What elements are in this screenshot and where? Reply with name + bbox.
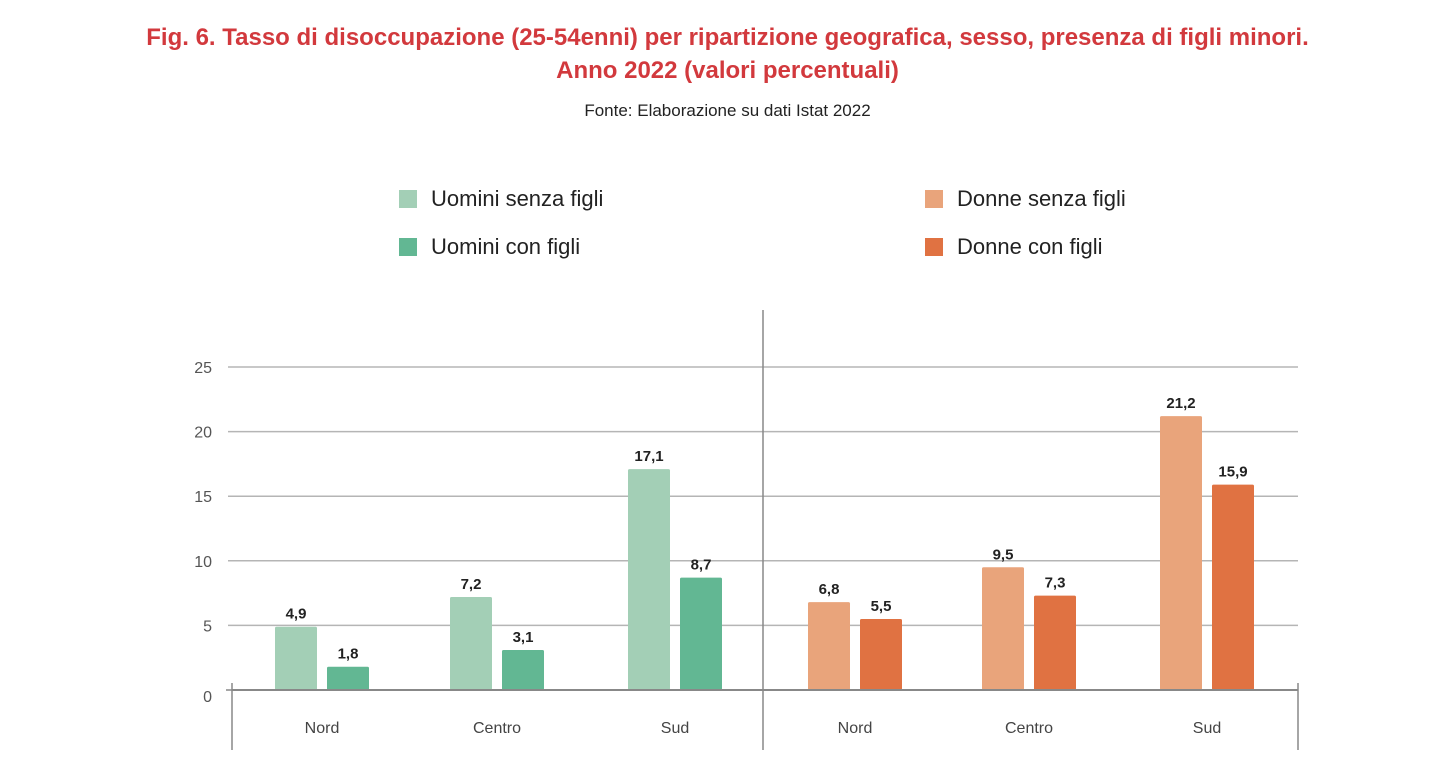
bar	[450, 596, 492, 690]
legend-label: Uomini senza figli	[431, 186, 604, 211]
bar	[982, 567, 1024, 690]
data-label: 7,3	[1045, 575, 1066, 592]
legend-item-donne-senza-figli: Donne senza figli	[925, 186, 1126, 212]
x-category-label: Nord	[305, 720, 340, 737]
data-label: 6,8	[819, 581, 840, 598]
data-label: 5,5	[871, 598, 892, 615]
bar	[808, 602, 850, 690]
chart-title: Fig. 6. Tasso di disoccupazione (25-54en…	[146, 24, 1309, 51]
legend-label: Donne senza figli	[957, 186, 1126, 211]
legend-label: Donne con figli	[957, 234, 1103, 259]
legend-swatch	[399, 190, 417, 208]
bar	[860, 618, 902, 690]
data-label: 21,2	[1166, 395, 1195, 412]
bar	[1034, 595, 1076, 690]
chart-source: Fonte: Elaborazione su dati Istat 2022	[584, 101, 871, 120]
data-label: 1,8	[338, 646, 359, 663]
legend-swatch	[925, 190, 943, 208]
y-tick-label: 15	[194, 489, 212, 506]
data-label: 8,7	[691, 557, 712, 574]
legend-item-uomini-senza-figli: Uomini senza figli	[399, 186, 603, 212]
data-label: 4,9	[286, 606, 307, 623]
bar	[502, 649, 544, 690]
y-tick-label: 10	[194, 554, 212, 571]
chart-subtitle: Anno 2022 (valori percentuali)	[556, 57, 899, 84]
bar	[1160, 416, 1202, 690]
data-label: 17,1	[634, 448, 663, 465]
bar	[628, 469, 670, 690]
data-label: 3,1	[513, 629, 534, 646]
data-label: 15,9	[1218, 464, 1247, 481]
x-category-label: Centro	[1005, 720, 1053, 737]
legend-swatch	[399, 238, 417, 256]
bar	[275, 626, 317, 690]
y-tick-label: 25	[194, 360, 212, 377]
data-label: 7,2	[461, 576, 482, 593]
x-category-label: Sud	[661, 720, 689, 737]
legend-label: Uomini con figli	[431, 234, 581, 259]
bar	[680, 577, 722, 690]
y-tick-label: 20	[194, 425, 212, 442]
bar	[327, 666, 369, 690]
x-category-label: Centro	[473, 720, 521, 737]
x-category-label: Nord	[838, 720, 873, 737]
x-category-label: Sud	[1193, 720, 1221, 737]
y-tick-label: 0	[203, 689, 212, 706]
data-label: 9,5	[993, 546, 1014, 563]
y-tick-label: 5	[203, 618, 212, 635]
legend-item-donne-con-figli: Donne con figli	[925, 234, 1103, 260]
legend-item-uomini-con-figli: Uomini con figli	[399, 234, 580, 260]
bar	[1212, 484, 1254, 690]
legend-swatch	[925, 238, 943, 256]
